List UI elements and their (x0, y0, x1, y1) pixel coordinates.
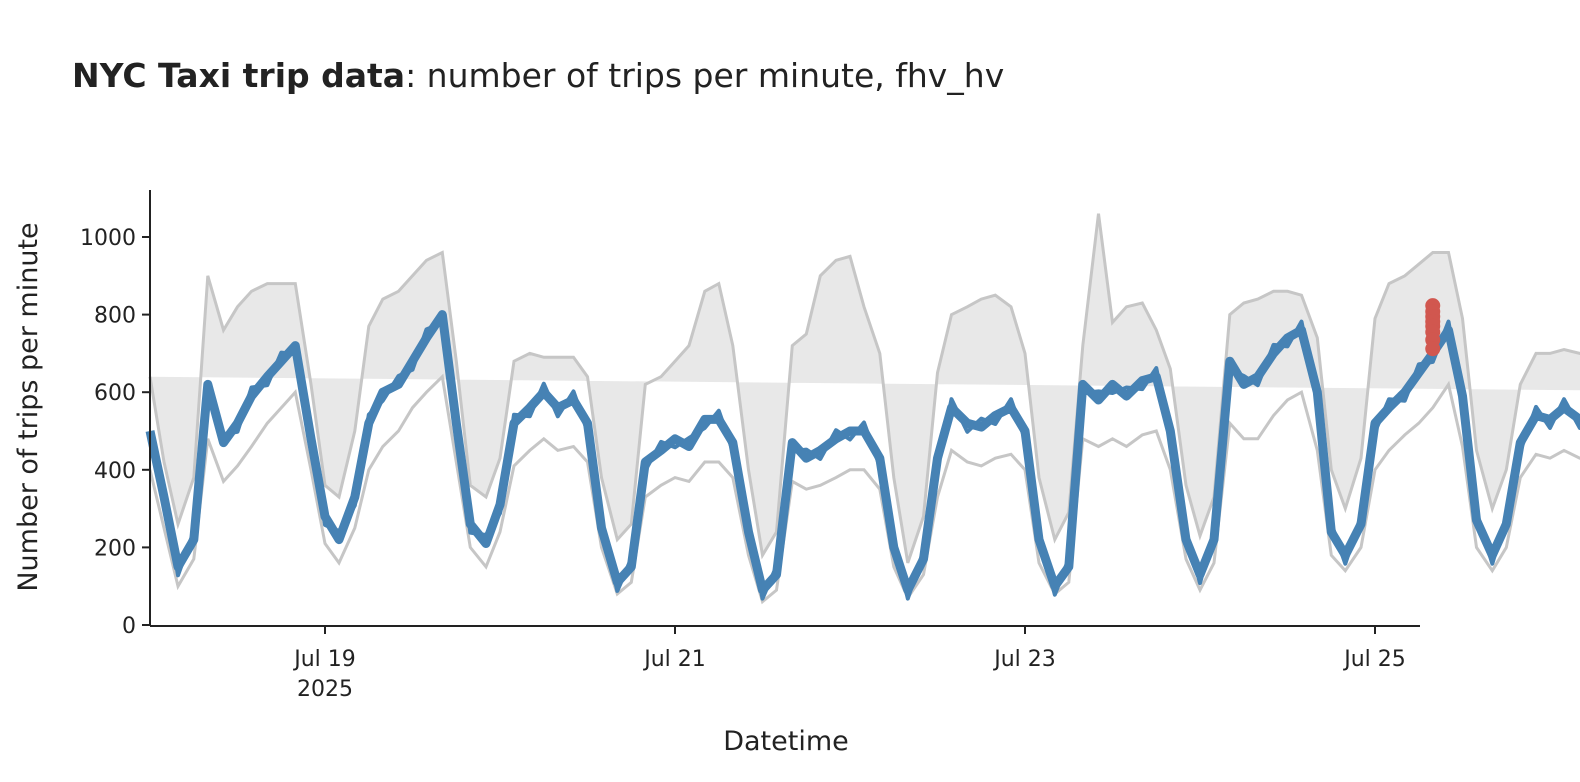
y-tick-label: 0 (122, 614, 136, 639)
y-tick-label: 200 (94, 536, 136, 561)
x-tick-year-label: 2025 (297, 677, 353, 702)
series-lines (145, 213, 1580, 605)
y-tick-label: 400 (94, 459, 136, 484)
y-tick-label: 800 (94, 304, 136, 329)
x-tick-label: Jul 23 (992, 647, 1056, 672)
chart-title-bold: NYC Taxi trip data (72, 56, 406, 95)
axes: 0 200 400 600 800 1000 Jul 19 2025 Jul 21 Jul 23 J… (80, 190, 1420, 702)
x-tick-label: Jul 21 (642, 647, 706, 672)
upper-band-line (148, 213, 1580, 564)
chart-title-rest: : number of trips per minute, fhv_hv (405, 56, 1005, 95)
lower-band-line (148, 373, 1580, 605)
x-tick-label: Jul 25 (1342, 647, 1406, 672)
y-axis-title: Number of trips per minute (13, 222, 44, 591)
anomaly-markers (1425, 298, 1441, 357)
y-tick-label: 600 (94, 381, 136, 406)
x-tick-label: Jul 19 (292, 647, 356, 672)
chart-title: NYC Taxi trip data: number of trips per … (72, 56, 1004, 95)
trips-series-noise (148, 319, 1580, 601)
anomaly-point (1425, 341, 1441, 357)
x-axis-title: Datetime (723, 726, 849, 757)
y-tick-label: 1000 (80, 226, 136, 251)
